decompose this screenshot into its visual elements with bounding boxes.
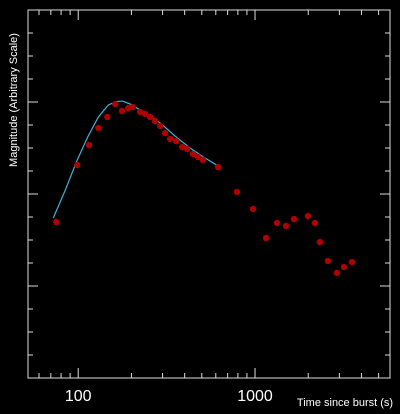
- data-point: [183, 145, 191, 153]
- data-point: [95, 124, 102, 132]
- data-point: [282, 222, 290, 230]
- data-point: [172, 137, 180, 145]
- data-point: [146, 113, 154, 121]
- data-point: [118, 107, 126, 115]
- data-point: [249, 205, 257, 213]
- data-point: [129, 103, 137, 111]
- data-point: [214, 163, 222, 171]
- data-point: [316, 238, 324, 246]
- data-point: [166, 135, 174, 143]
- data-point: [53, 218, 60, 226]
- data-point: [74, 161, 81, 169]
- data-point: [189, 150, 197, 158]
- data-point: [199, 156, 207, 164]
- data-point: [304, 212, 312, 220]
- plot-frame: [27, 9, 391, 379]
- data-point: [112, 100, 119, 108]
- data-point: [333, 269, 341, 277]
- data-point: [178, 143, 186, 151]
- y-axis-label: Magnitude (Arbitrary Scale): [8, 33, 20, 167]
- data-point: [348, 258, 356, 266]
- data-point: [290, 215, 298, 223]
- data-point: [151, 117, 159, 125]
- data-point: [157, 122, 164, 130]
- data-point: [104, 113, 111, 121]
- data-point: [324, 257, 332, 265]
- x-axis-label: Time since burst (s): [297, 397, 393, 409]
- fit-line: [52, 100, 219, 219]
- data-point: [273, 219, 281, 227]
- data-point: [340, 263, 348, 271]
- data-point: [194, 153, 202, 161]
- data-point: [85, 141, 93, 149]
- data-point: [311, 219, 319, 227]
- x-tick-label: 1000: [237, 388, 273, 405]
- data-point: [233, 188, 241, 196]
- x-tick-label: 100: [65, 388, 92, 405]
- data-point: [161, 129, 169, 137]
- data-point: [141, 110, 149, 118]
- data-point: [262, 234, 270, 242]
- data-point: [136, 108, 144, 116]
